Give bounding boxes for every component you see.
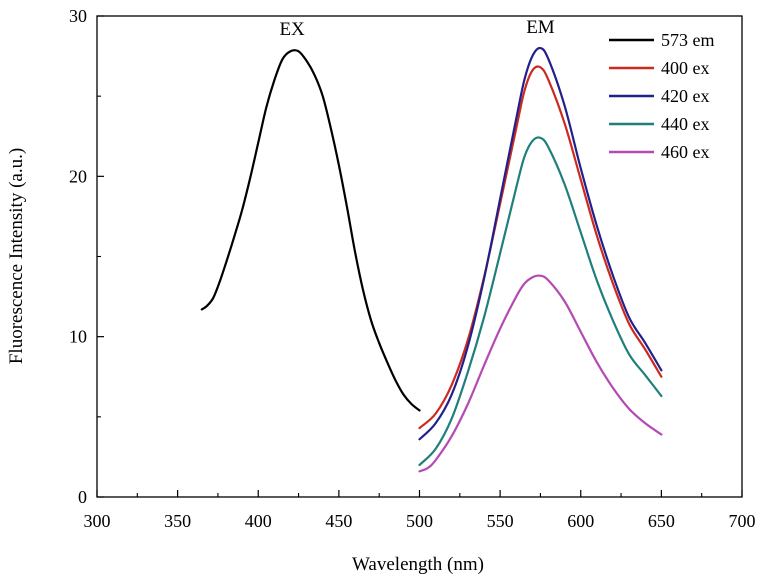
series-line-1 xyxy=(200,49,421,412)
annotation-layer: EX EM xyxy=(279,17,554,40)
y-tick-label: 0 xyxy=(78,487,87,507)
x-tick-label: 350 xyxy=(164,511,191,531)
y-tick-label: 30 xyxy=(69,6,87,26)
x-tick-label: 550 xyxy=(487,511,514,531)
annotation-label: EX xyxy=(279,19,305,40)
series-line-3 xyxy=(418,46,663,441)
plot-frame xyxy=(96,15,743,498)
y-tick-label: 20 xyxy=(69,166,87,186)
x-tick-label: 600 xyxy=(567,511,594,531)
legend-label: 460 ex xyxy=(661,142,710,162)
x-tick-label: 500 xyxy=(406,511,433,531)
y-tick-label: 10 xyxy=(69,327,87,347)
x-tick-label: 300 xyxy=(84,511,111,531)
series-line-5 xyxy=(418,274,663,473)
x-tick-label: 400 xyxy=(245,511,272,531)
legend-label: 573 em xyxy=(661,30,715,50)
x-tick-label: 650 xyxy=(648,511,675,531)
series-line-4 xyxy=(418,136,663,467)
y-axis-label: Fluorescence Intensity (a.u.) xyxy=(6,148,27,364)
series-line-2 xyxy=(418,65,663,430)
legend-label: 400 ex xyxy=(661,58,710,78)
x-tick-label: 450 xyxy=(325,511,352,531)
legend: 573 em 400 ex 420 ex 440 ex 460 ex xyxy=(609,30,715,162)
annotation-label: EM xyxy=(526,17,555,38)
axes-layer: 300 350 400 450 500 550 600 650 700 0 10 20 30 xyxy=(69,6,756,531)
legend-label: 420 ex xyxy=(661,86,710,106)
x-axis-label: Wavelength (nm) xyxy=(352,554,484,575)
x-tick-label: 700 xyxy=(729,511,756,531)
series-layer xyxy=(200,46,663,473)
legend-label: 440 ex xyxy=(661,114,710,134)
